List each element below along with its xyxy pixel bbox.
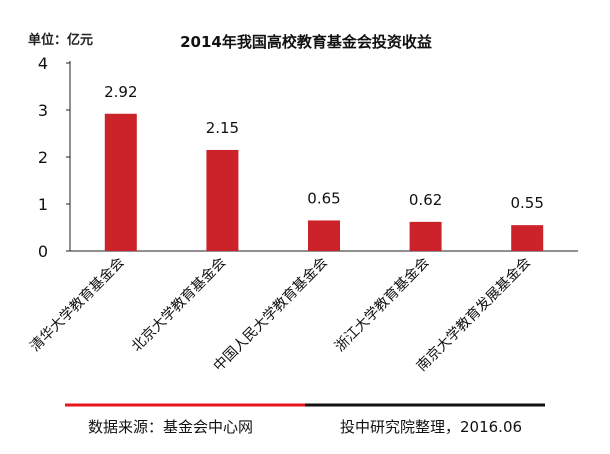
y-tick-label: 1: [38, 195, 48, 214]
bar-2: [206, 149, 239, 251]
value-label: 2.92: [104, 83, 137, 101]
y-tick-label: 2: [38, 148, 48, 167]
x-tick-label: 北京大学教育基金会: [128, 254, 229, 355]
unit-label: 单位：亿元: [28, 32, 93, 48]
x-tick-label: 南京大学教育发展基金会: [413, 254, 534, 375]
value-label: 0.55: [510, 194, 543, 212]
y-tick-label: 0: [38, 242, 48, 261]
value-label: 2.15: [206, 119, 239, 137]
bar-3: [308, 220, 340, 251]
bar-4: [409, 221, 442, 251]
x-tick-label: 浙江大学教育基金会: [331, 254, 432, 355]
x-tick-label: 清华大学教育基金会: [27, 254, 128, 355]
bar-5: [511, 225, 544, 251]
chart-title: 2014年我国高校教育基金会投资收益: [180, 33, 432, 51]
bar-1: [104, 113, 137, 251]
credit-note: 投中研究院整理，2016.06: [340, 418, 523, 436]
x-tick-label: 中国人民大学教育基金会: [210, 254, 331, 375]
data-source-note: 数据来源：基金会中心网: [88, 418, 254, 436]
value-label: 0.62: [409, 191, 442, 209]
y-tick-label: 4: [38, 54, 48, 73]
y-tick-label: 3: [38, 101, 48, 120]
value-label: 0.65: [307, 189, 340, 207]
